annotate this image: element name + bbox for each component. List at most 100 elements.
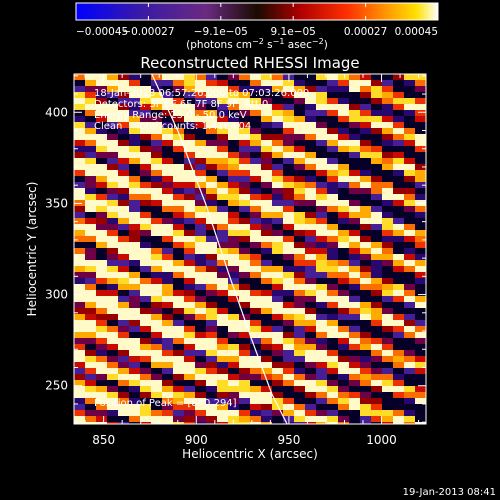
heatmap-cell [305, 146, 317, 153]
heatmap-cell [184, 200, 196, 207]
heatmap-cell [162, 152, 174, 159]
heatmap-cell [173, 278, 185, 285]
heatmap-cell [129, 236, 141, 243]
heatmap-cell [217, 410, 229, 417]
heatmap-cell [107, 380, 119, 387]
heatmap-cell [294, 278, 306, 285]
heatmap-cell [140, 326, 152, 333]
heatmap-cell [415, 344, 426, 351]
heatmap-cell [261, 392, 273, 399]
heatmap-cell [294, 344, 306, 351]
heatmap-cell [415, 188, 426, 195]
heatmap-cell [316, 374, 328, 381]
heatmap-cell [349, 242, 361, 249]
heatmap-cell [261, 98, 273, 105]
heatmap-cell [294, 170, 306, 177]
heatmap-cell [96, 338, 108, 345]
heatmap-cell [129, 218, 141, 225]
heatmap-cell [173, 146, 185, 153]
colorbar-tick-label: 0.00045 [395, 26, 438, 38]
heatmap-cell [404, 200, 416, 207]
heatmap-cell [261, 266, 273, 273]
heatmap-cell [206, 398, 218, 405]
heatmap-cell [184, 254, 196, 261]
heatmap-cell [195, 128, 207, 135]
heatmap-cell [415, 374, 426, 381]
colorbar-tick-label: −9.1e−05 [194, 26, 248, 38]
heatmap-cell [228, 404, 240, 411]
heatmap-cell [360, 314, 372, 321]
heatmap-cell [129, 386, 141, 393]
heatmap-cell [404, 422, 416, 424]
heatmap-cell [305, 110, 317, 117]
heatmap-cell [371, 374, 383, 381]
heatmap-cell [140, 176, 152, 183]
heatmap-cell [96, 332, 108, 339]
heatmap-cell [327, 224, 339, 231]
heatmap-cell [195, 386, 207, 393]
heatmap-cell [404, 314, 416, 321]
heatmap-cell [151, 338, 163, 345]
heatmap-cell [371, 86, 383, 93]
heatmap-cell [393, 98, 405, 105]
heatmap-cell [107, 386, 119, 393]
heatmap-cell [228, 212, 240, 219]
heatmap-cell [162, 122, 174, 129]
heatmap-cell [107, 224, 119, 231]
heatmap-cell [96, 404, 108, 411]
heatmap-cell [228, 362, 240, 369]
heatmap-cell [349, 134, 361, 141]
heatmap-cell [217, 110, 229, 117]
heatmap-cell [382, 374, 394, 381]
heatmap-cell [250, 242, 262, 249]
heatmap-cell [327, 236, 339, 243]
heatmap-cell [404, 374, 416, 381]
heatmap-cell [382, 356, 394, 363]
heatmap-cell [195, 272, 207, 279]
heatmap-cell [129, 128, 141, 135]
heatmap-cell [404, 164, 416, 171]
heatmap-cell [228, 332, 240, 339]
heatmap-cell [404, 284, 416, 291]
heatmap-cell [415, 266, 426, 273]
heatmap-cell [371, 332, 383, 339]
heatmap-cell [338, 362, 350, 369]
heatmap-cell [393, 74, 405, 81]
heatmap-cell [129, 338, 141, 345]
heatmap-cell [382, 260, 394, 267]
heatmap-cell [85, 356, 97, 363]
heatmap-cell [162, 248, 174, 255]
heatmap-cell [327, 230, 339, 237]
heatmap-cell [404, 158, 416, 165]
heatmap-cell [371, 380, 383, 387]
heatmap-cell [173, 392, 185, 399]
heatmap-cell [371, 344, 383, 351]
heatmap-cell [107, 338, 119, 345]
heatmap-cell [371, 272, 383, 279]
heatmap-cell [349, 416, 361, 423]
heatmap-cell [250, 146, 262, 153]
heatmap-cell [382, 410, 394, 417]
heatmap-cell [338, 416, 350, 423]
heatmap-cell [360, 290, 372, 297]
heatmap-cell [173, 212, 185, 219]
heatmap-cell [393, 272, 405, 279]
heatmap-cell [217, 86, 229, 93]
heatmap-cell [107, 410, 119, 417]
heatmap-cell [382, 80, 394, 87]
heatmap-cell [305, 320, 317, 327]
heatmap-cell [327, 416, 339, 423]
heatmap-cell [382, 128, 394, 135]
heatmap-cell [272, 242, 284, 249]
heatmap-cell [305, 416, 317, 423]
heatmap-cell [85, 116, 97, 123]
heatmap-cell [118, 92, 130, 99]
heatmap-cell [316, 398, 328, 405]
detectors-annotation: Detectors: 3F 5F 6F 7F 8F 9F, Att 0 [94, 99, 268, 110]
heatmap-cell [360, 272, 372, 279]
heatmap-cell [371, 128, 383, 135]
heatmap-cell [162, 326, 174, 333]
x-axis: 850 900 950 1000 [84, 74, 420, 447]
heatmap-cell [250, 116, 262, 123]
heatmap-cell [338, 302, 350, 309]
